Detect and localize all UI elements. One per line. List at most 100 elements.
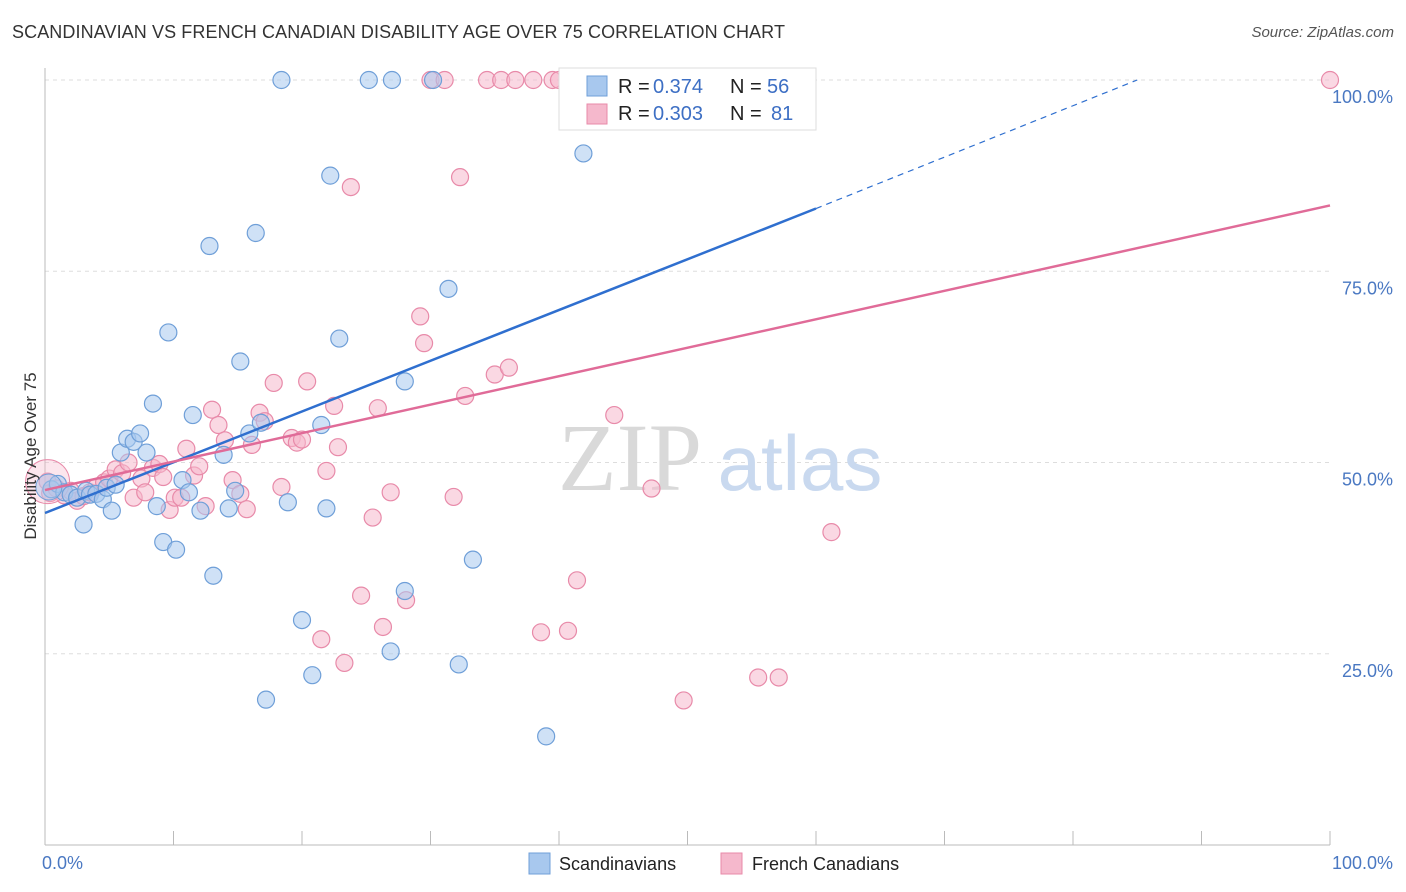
scandinavians-point-5 [74,515,93,534]
y-tick-label-0: 25.0% [1342,661,1393,681]
french-canadians-point-55 [414,334,434,353]
french-canadians-point-64 [499,358,518,377]
scandinavians-point-48 [395,372,414,391]
stats-r-label-1: R = [618,103,650,125]
french-canadians-point-52 [381,483,400,502]
watermark: ZIP atlas [558,404,882,511]
trend-lines [44,79,1331,515]
trend-scandinavians-extension [815,79,1138,210]
trend-french-canadians [44,204,1331,492]
french-canadians-point-49 [363,508,382,527]
legend-label-scandinavians: Scandinavians [559,854,676,874]
scandinavians-point-40 [303,666,322,685]
scandinavians-point-21 [159,323,178,342]
french-canadians-point-16 [136,483,155,502]
french-canadians-point-67 [531,623,551,642]
scandinavians-point-44 [330,329,349,348]
scandinavians-point-42 [317,499,336,518]
scandinavians-point-28 [204,566,223,585]
stats-n-label-0: N = [730,76,762,98]
french-canadians-point-74 [642,479,661,498]
scandinavians-point-39 [292,610,312,630]
french-canadians-point-28 [209,415,228,435]
stats-r-label-0: R = [618,76,650,98]
french-canadians-point-72 [605,405,624,425]
french-canadians-point-48 [352,586,371,605]
french-canadians-point-46 [335,653,354,673]
stats-r-value-1: 0.303 [653,103,703,125]
scandinavians-point-22 [166,540,186,559]
french-canadians-point-80 [1320,70,1340,90]
scandinavians-point-55 [574,144,593,163]
french-canadians-point-27 [202,400,222,419]
stats-legend: R = 0.374 N = 56 R = 0.303 N = 81 [558,67,817,131]
french-canadians-point-32 [237,500,256,519]
scandinavians-point-19 [147,497,166,516]
scandinavians-point-36 [256,690,276,709]
stats-n-label-1: N = [730,103,762,125]
french-canadians-point-71 [567,571,587,590]
scandinavians-point-31 [226,481,245,500]
scandinavians-point-30 [219,499,238,518]
scandinavians-point-25 [183,405,202,425]
scandinavians-point-37 [272,70,291,90]
series-french-canadians [25,70,1340,710]
scandinavians-point-18 [143,394,163,413]
french-canadians-point-51 [373,617,393,637]
scandinavians-point-27 [200,236,219,256]
legend-swatch-pink [586,103,608,125]
chart-title: SCANDINAVIAN VS FRENCH CANADIAN DISABILI… [12,22,786,42]
legend-swatch-scandinavians [528,852,551,875]
y-tick-label-2: 75.0% [1342,278,1393,298]
x-tick-label-0: 0.0% [42,853,83,873]
scandinavians-point-26 [191,501,210,520]
french-canadians-point-37 [272,477,291,497]
french-canadians-point-42 [312,630,331,649]
series-legend: Scandinavians French Canadians [528,852,899,875]
scandinavians-point-51 [439,279,458,298]
french-canadians-point-25 [190,457,209,476]
scandinavians-point-54 [537,727,556,746]
french-canadians-point-43 [317,461,336,481]
tick-labels: 25.0% 50.0% 75.0% 100.0% 0.0% 100.0% [42,87,1393,873]
stats-n-value-1: 81 [771,103,793,125]
scandinavians-point-52 [449,655,468,674]
scandinavians-point-43 [321,166,340,185]
french-canadians-point-36 [264,373,283,393]
french-canadians-point-45 [328,438,348,457]
scandinavians-point-38 [278,493,297,512]
french-canadians-point-79 [822,523,841,542]
french-canadians-point-66 [524,70,543,90]
scandinavians-point-34 [246,223,265,243]
french-canadians-point-47 [341,178,360,197]
axes [44,68,1331,846]
french-canadians-point-19 [154,467,173,487]
scandinavians-point-17 [137,443,156,462]
y-tick-label-3: 100.0% [1332,87,1393,107]
scandinavians-point-49 [395,581,414,601]
legend-swatch-blue [586,75,608,97]
scandinavians-point-32 [231,352,250,371]
french-canadians-point-41 [298,372,317,391]
scandinavians-point-47 [382,70,402,90]
source-label: Source: ZipAtlas.com [1251,24,1394,41]
scandinavians-point-24 [179,483,199,502]
legend-label-french-canadians: French Canadians [752,854,899,874]
y-axis-title: Disability Age Over 75 [21,372,40,539]
watermark-atlas: atlas [718,419,883,507]
scandinavians-point-46 [381,642,400,661]
watermark-zip: ZIP [558,404,702,511]
scandinavians-point-53 [463,550,483,569]
scandinavians-point-45 [359,70,378,90]
french-canadians-point-59 [450,168,470,187]
scandinavians-point-50 [423,70,443,90]
legend-swatch-french-canadians [720,852,743,875]
x-tick-label-1: 100.0% [1332,853,1393,873]
french-canadians-point-75 [674,691,693,710]
french-canadians-point-76 [749,668,768,687]
french-canadians-point-65 [506,70,525,90]
scandinavians-point-16 [130,424,150,443]
y-tick-label-1: 50.0% [1342,470,1393,490]
french-canadians-point-58 [444,487,463,507]
